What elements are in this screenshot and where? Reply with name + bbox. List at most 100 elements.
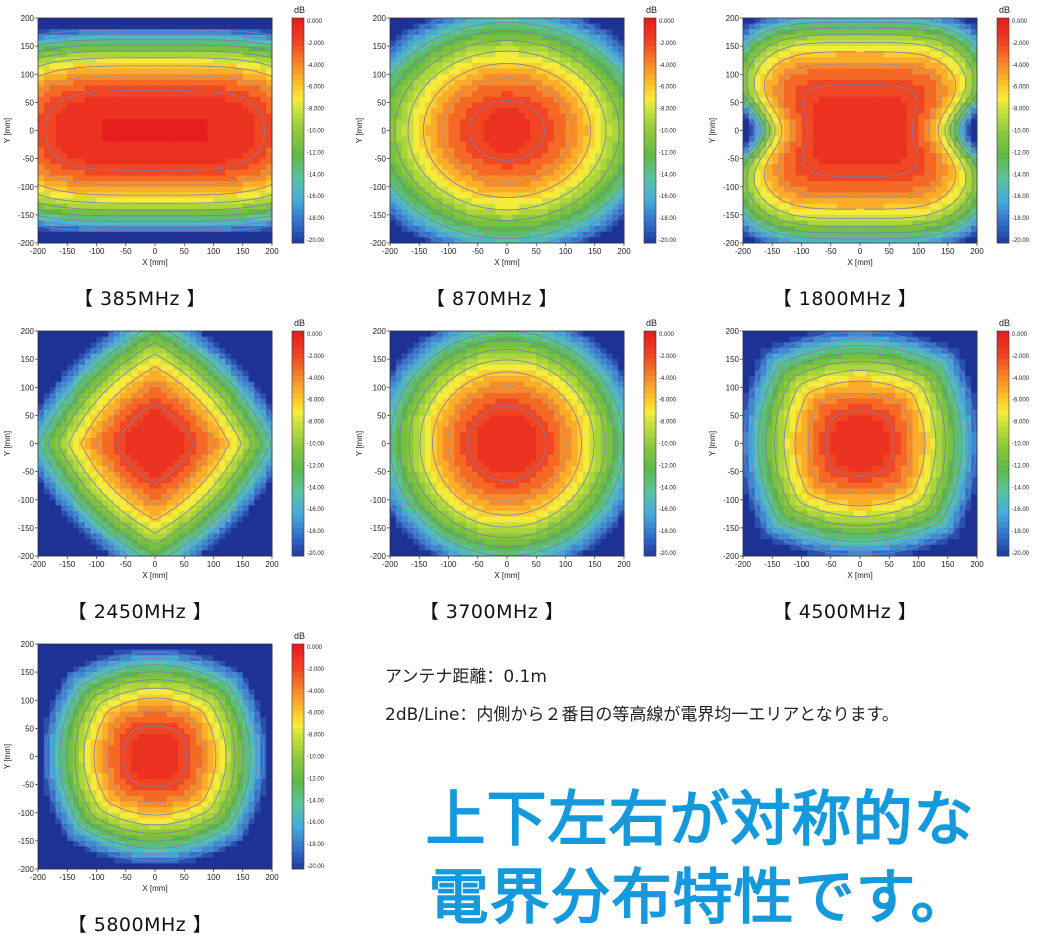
heatmap-cell	[965, 29, 972, 36]
heatmap-cell	[419, 169, 426, 176]
heatmap-cell	[67, 130, 74, 137]
heatmap-cell	[906, 141, 914, 148]
heatmap-cell	[248, 169, 255, 176]
heatmap-cell	[448, 79, 455, 86]
heatmap-cell	[172, 226, 179, 233]
heatmap-cell	[941, 119, 949, 126]
heatmap-cell	[248, 220, 255, 227]
heatmap-cell	[848, 18, 855, 25]
colorbar-swatch	[644, 108, 656, 115]
heatmap-cell	[49, 226, 56, 233]
heatmap-cell	[577, 85, 584, 92]
heatmap-cell	[936, 192, 943, 199]
heatmap-cell	[524, 124, 531, 131]
heatmap-cell	[836, 186, 843, 193]
heatmap-cell	[571, 96, 578, 103]
heatmap-cell	[266, 164, 273, 171]
heatmap-cell	[78, 108, 86, 115]
heatmap-cell	[565, 237, 572, 244]
heatmap-cell	[930, 96, 937, 103]
heatmap-cell	[495, 214, 502, 221]
heatmap-cell	[924, 175, 931, 182]
heatmap-cell	[207, 113, 214, 120]
heatmap-cell	[442, 79, 449, 86]
heatmap-cell	[941, 79, 949, 86]
heatmap-cell	[871, 124, 878, 131]
heatmap-cell	[936, 141, 943, 148]
heatmap-cell	[471, 198, 479, 205]
heatmap-cell	[565, 186, 572, 193]
heatmap-cell	[512, 192, 520, 199]
heatmap-cell	[912, 158, 919, 165]
heatmap-cell	[912, 164, 919, 171]
heatmap-cell	[588, 209, 596, 216]
heatmap-cell	[547, 175, 555, 182]
heatmap-cell	[395, 186, 403, 193]
heatmap-cell	[900, 63, 908, 70]
heatmap-cell	[559, 91, 566, 98]
heatmap-cell	[448, 231, 455, 238]
heatmap-cell	[43, 214, 51, 221]
heatmap-cell	[877, 147, 884, 154]
heatmap-cell	[947, 136, 954, 143]
heatmap-cell	[395, 29, 403, 36]
heatmap-cell	[930, 153, 937, 160]
heatmap-cell	[454, 141, 461, 148]
heatmap-cell	[419, 192, 426, 199]
heatmap-cell	[395, 130, 403, 137]
heatmap-cell	[760, 29, 767, 36]
heatmap-cell	[460, 181, 467, 188]
heatmap-cell	[102, 57, 109, 64]
heatmap-cell	[865, 226, 873, 233]
heatmap-cell	[824, 91, 832, 98]
heatmap-cell	[795, 63, 802, 70]
heatmap-cell	[553, 175, 561, 182]
heatmap-cell	[260, 164, 267, 171]
heatmap-cell	[67, 181, 74, 188]
heatmap-cell	[477, 68, 484, 75]
heatmap-cell	[460, 164, 467, 171]
heatmap-cell	[119, 102, 127, 109]
heatmap-cell	[606, 51, 613, 58]
heatmap-cell	[947, 153, 954, 160]
heatmap-cell	[143, 141, 150, 148]
heatmap-cell	[483, 169, 490, 176]
heatmap-cell	[824, 85, 832, 92]
heatmap-cell	[166, 226, 173, 233]
heatmap-cell	[830, 18, 837, 25]
heatmap-cell	[883, 63, 890, 70]
heatmap-cell	[149, 40, 156, 47]
heatmap-cell	[778, 226, 785, 233]
heatmap-cell	[49, 169, 56, 176]
heatmap-cell	[778, 29, 785, 36]
heatmap-cell	[442, 203, 449, 210]
heatmap-cell	[49, 192, 56, 199]
heatmap-cell	[219, 175, 226, 182]
heatmap-cell	[877, 57, 884, 64]
heatmap-cell	[49, 203, 56, 210]
heatmap-cell	[559, 220, 566, 227]
heatmap-cell	[201, 181, 209, 188]
heatmap-cell	[924, 192, 931, 199]
heatmap-cell	[830, 198, 837, 205]
contour-line	[423, 63, 591, 198]
heatmap-cell	[401, 40, 408, 47]
heatmap-cell	[542, 231, 549, 238]
heatmap-cell	[900, 18, 908, 25]
heatmap-cell	[754, 96, 761, 103]
heatmap-cell	[813, 209, 820, 216]
heatmap-cell	[883, 91, 890, 98]
heatmap-cell	[143, 164, 150, 171]
heatmap-cell	[871, 74, 878, 81]
heatmap-cell	[425, 91, 432, 98]
heatmap-cell	[38, 91, 45, 98]
heatmap-cell	[401, 214, 408, 221]
heatmap-cell	[801, 203, 808, 210]
heatmap-cell	[507, 141, 514, 148]
heatmap-cell	[419, 23, 426, 30]
colorbar-swatch	[292, 164, 304, 171]
heatmap-cell	[766, 79, 773, 86]
heatmap-cell	[594, 136, 601, 143]
heatmap-cell	[413, 226, 420, 233]
heatmap-cell	[936, 57, 943, 64]
